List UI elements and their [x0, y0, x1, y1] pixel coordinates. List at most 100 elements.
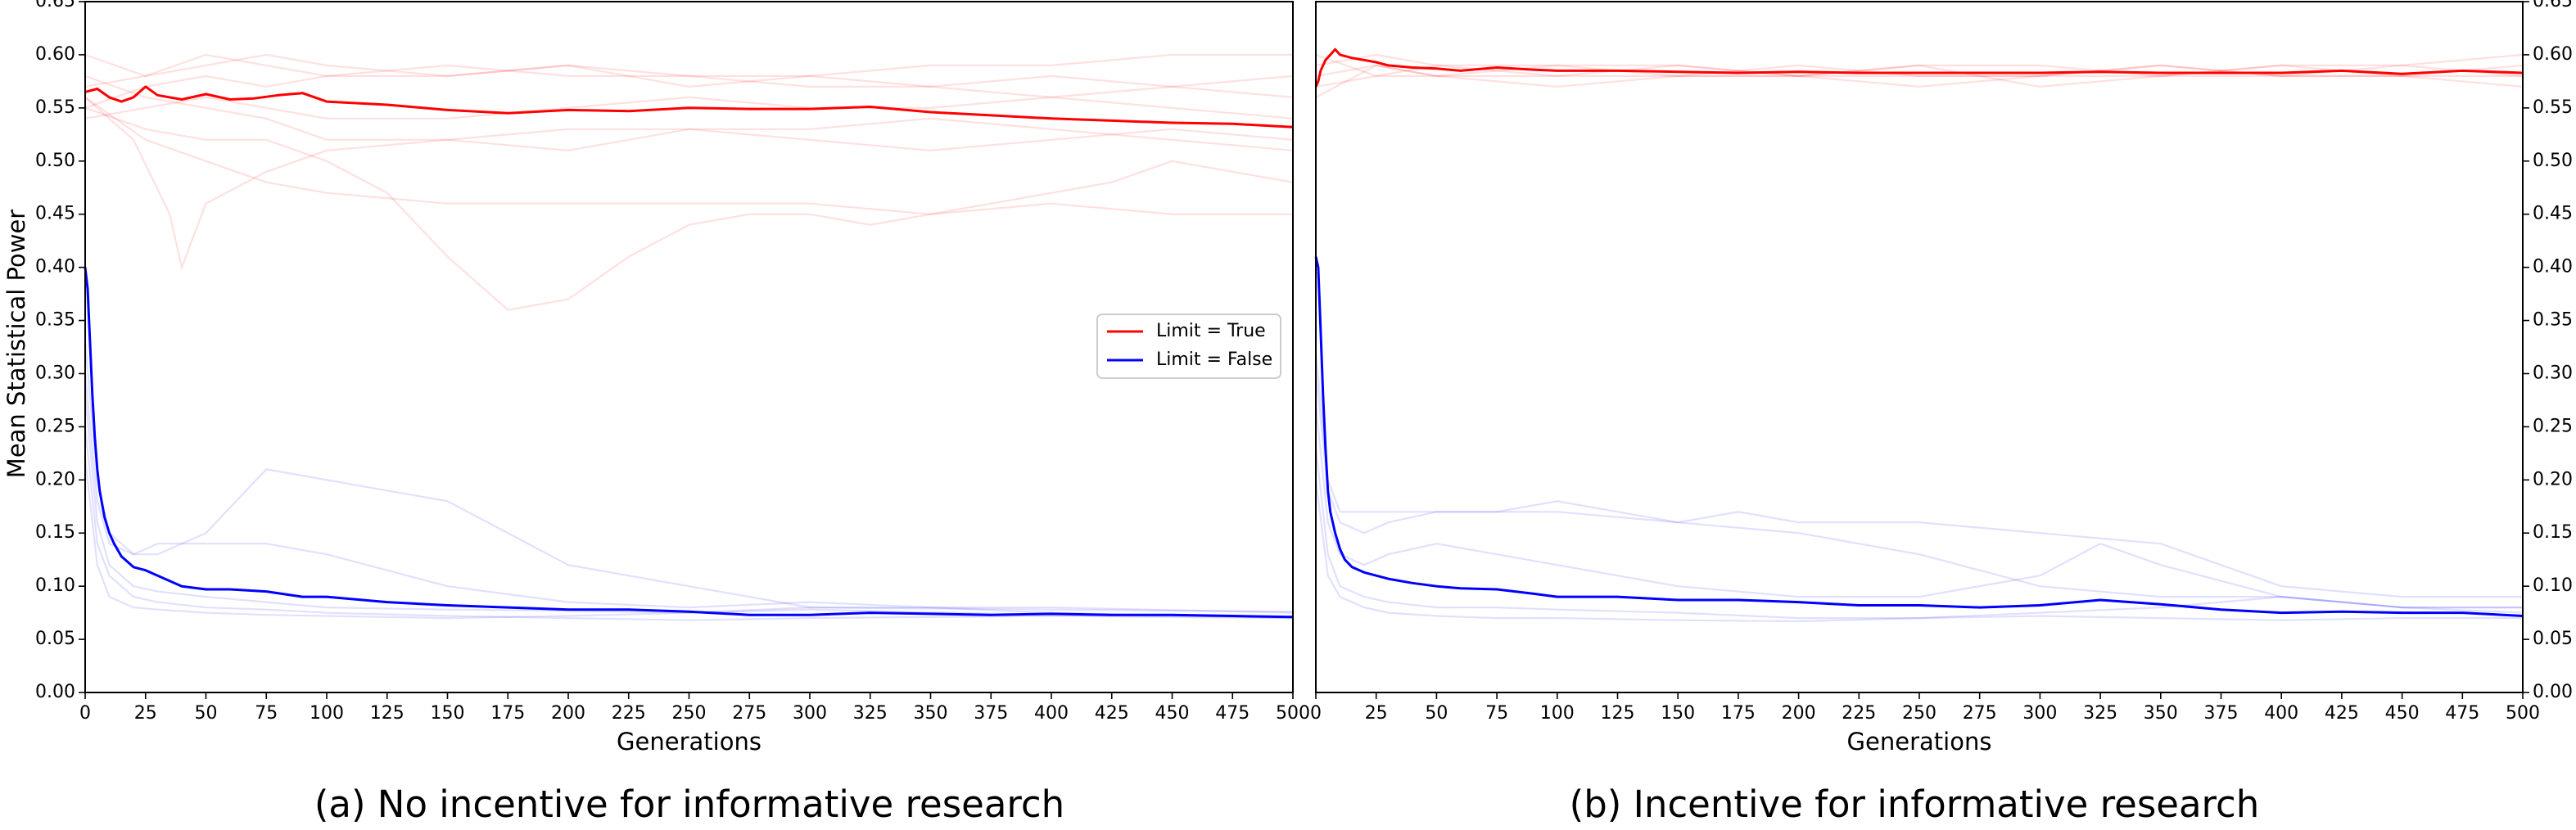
faint-run-limit-true-b-1	[1315, 64, 2524, 77]
x-tick-label-b-275: 275	[1963, 703, 1997, 724]
faint-run-limit-true-b-3	[1315, 53, 2524, 88]
series-line-limit-true-a	[84, 85, 1294, 129]
x-tick-label-b-400: 400	[2264, 703, 2298, 724]
series-line-limit-true-b	[1314, 47, 2524, 88]
x-tick-label-b-50: 50	[1425, 703, 1448, 724]
y-tick-label-b-0.50: 0.50	[2533, 151, 2573, 171]
x-tick-label-b-225: 225	[1842, 703, 1876, 724]
faint-run-limit-true-a-5	[84, 97, 1293, 215]
legend: Limit = True Limit = False	[1096, 314, 1281, 379]
x-tick-label-b-125: 125	[1601, 703, 1635, 724]
x-tick-label-a-350: 350	[914, 703, 948, 724]
y-axis-label: Mean Statistical Power	[2, 210, 30, 478]
legend-label-limit-false: Limit = False	[1156, 350, 1272, 370]
x-tick-label-a-425: 425	[1095, 703, 1129, 724]
faint-run-limit-false-b-0	[1314, 352, 2523, 609]
x-tick-label-b-350: 350	[2144, 703, 2178, 724]
x-tick-label-b-150: 150	[1661, 703, 1695, 724]
y-tick-label-b-0.45: 0.45	[2533, 204, 2573, 224]
x-tick-label-a-75: 75	[255, 703, 278, 724]
x-tick-label-a-300: 300	[793, 703, 827, 724]
y-tick-label-a-0.20: 0.20	[35, 469, 75, 489]
faint-run-limit-true-a-6	[84, 85, 1294, 120]
y-tick-label-a-0.10: 0.10	[35, 575, 75, 596]
y-tick-label-a-0.50: 0.50	[35, 151, 75, 171]
x-tick-label-a-225: 225	[612, 703, 646, 724]
series-line-limit-false-b	[1314, 256, 2524, 617]
x-tick-label-b-450: 450	[2385, 703, 2420, 724]
y-tick-label-b-0.55: 0.55	[2533, 97, 2573, 118]
x-tick-label-a-275: 275	[732, 703, 766, 724]
y-tick-label-a-0.35: 0.35	[35, 310, 75, 331]
faint-run-limit-false-a-3	[84, 426, 1294, 621]
y-tick-label-a-0.15: 0.15	[35, 522, 75, 543]
x-tick-label-b-425: 425	[2325, 703, 2359, 724]
y-tick-label-a-0.65: 0.65	[35, 0, 75, 11]
chart-panel-a: 0 25 50 75 100 125 150 175 200 225 250 275 300 325 350…	[35, 0, 1310, 756]
x-tick-label-a-250: 250	[672, 703, 707, 724]
faint-run-limit-false-a-0	[84, 341, 1294, 614]
x-tick-label-a-475: 475	[1215, 703, 1250, 724]
x-tick-label-a-25: 25	[134, 703, 157, 724]
x-tick-label-a-0: 0	[79, 703, 91, 724]
x-tick-label-b-100: 100	[1540, 703, 1575, 724]
x-tick-label-a-125: 125	[370, 703, 404, 724]
y-tick-label-b-0.65: 0.65	[2533, 0, 2573, 11]
x-tick-label-a-50: 50	[195, 703, 218, 724]
y-tick-label-a-0.45: 0.45	[35, 204, 75, 224]
faint-run-limit-true-a-7	[84, 74, 1294, 151]
x-tick-label-a-200: 200	[551, 703, 585, 724]
faint-run-limit-true-a-1	[84, 53, 1293, 88]
faint-run-limit-true-a-0	[84, 53, 1294, 88]
x-tick-label-a-325: 325	[853, 703, 888, 724]
x-tick-label-b-475: 475	[2445, 703, 2479, 724]
faint-run-limit-false-a-2	[84, 395, 1294, 614]
x-tick-label-b-325: 325	[2083, 703, 2117, 724]
faint-run-limit-true-b-4	[1315, 64, 2523, 98]
y-tick-label-a-0.00: 0.00	[35, 682, 75, 702]
x-tick-label-a-375: 375	[974, 703, 1008, 724]
y-tick-label-a-0.55: 0.55	[35, 97, 75, 118]
x-tick-label-a-500: 500	[1276, 703, 1310, 724]
x-axis-label-b: Generations	[1847, 728, 1992, 756]
faint-run-limit-true-a-2	[84, 64, 1294, 120]
y-tick-label-b-0.40: 0.40	[2533, 257, 2573, 277]
faint-run-limit-false-b-4	[1314, 480, 2523, 623]
legend-label-limit-true: Limit = True	[1156, 321, 1266, 341]
series-line-limit-false-a	[84, 267, 1294, 619]
y-tick-label-b-0.20: 0.20	[2533, 469, 2573, 489]
x-tick-label-b-250: 250	[1902, 703, 1937, 724]
faint-run-limit-true-b-0	[1315, 53, 2524, 78]
x-tick-label-a-150: 150	[431, 703, 465, 724]
y-tick-label-a-0.30: 0.30	[35, 363, 75, 383]
caption-a: (a) No incentive for informative researc…	[314, 783, 1064, 826]
x-tick-label-b-25: 25	[1365, 703, 1388, 724]
faint-run-limit-false-b-3	[1314, 448, 2524, 620]
x-tick-label-a-400: 400	[1034, 703, 1069, 724]
chart-panel-b: 0 25 50 75 100 125 150 175 200 225 250 275 300 325 350…	[1310, 0, 2573, 756]
x-tick-label-b-300: 300	[2022, 703, 2057, 724]
x-tick-label-b-0: 0	[1310, 703, 1322, 724]
y-tick-label-a-0.60: 0.60	[35, 44, 75, 65]
faint-run-limit-true-a-4	[84, 106, 1294, 311]
y-tick-label-b-0.60: 0.60	[2533, 44, 2573, 65]
caption-b: (b) Incentive for informative research	[1570, 783, 2260, 826]
faint-run-limit-false-b-2	[1314, 405, 2523, 609]
y-tick-label-b-0.30: 0.30	[2533, 363, 2573, 383]
x-tick-label-b-500: 500	[2506, 703, 2540, 724]
y-tick-label-b-0.25: 0.25	[2533, 416, 2573, 436]
y-tick-label-a-0.25: 0.25	[35, 416, 75, 436]
faint-run-limit-false-a-4	[84, 458, 1294, 620]
x-tick-label-b-175: 175	[1721, 703, 1756, 724]
faint-run-limit-false-a-1	[84, 373, 1294, 620]
y-tick-label-a-0.05: 0.05	[35, 629, 75, 649]
x-axis-label-a: Generations	[617, 728, 762, 756]
x-tick-label-b-375: 375	[2204, 703, 2239, 724]
faint-run-limit-false-b-1	[1314, 373, 2523, 598]
x-tick-label-b-200: 200	[1782, 703, 1816, 724]
x-tick-label-a-175: 175	[490, 703, 525, 724]
y-tick-label-a-0.40: 0.40	[35, 257, 75, 277]
y-tick-label-b-0.15: 0.15	[2533, 522, 2573, 543]
x-tick-label-a-450: 450	[1155, 703, 1190, 724]
